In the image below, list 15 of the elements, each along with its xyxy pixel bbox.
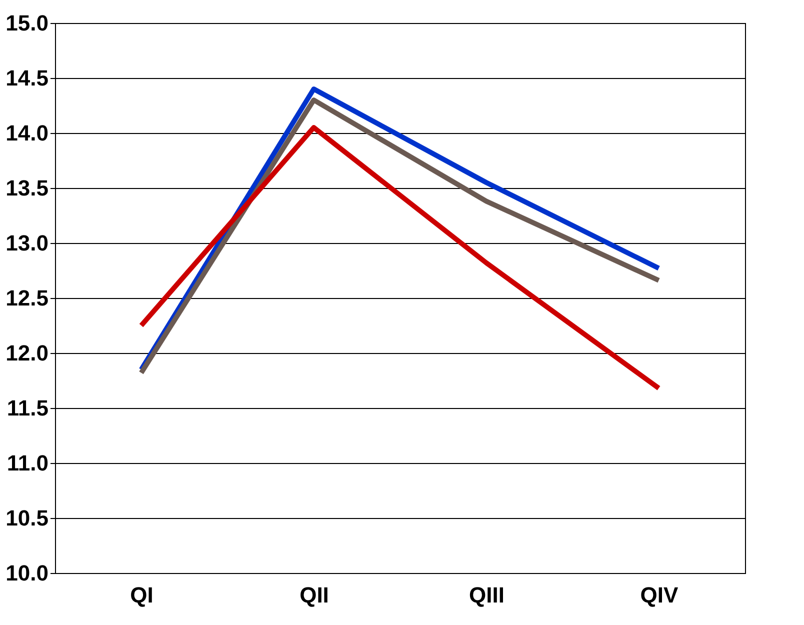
y-tick-label: 13.0 [6, 230, 48, 256]
x-tick-label: QII [300, 582, 329, 608]
y-tick-label: 12.0 [6, 340, 48, 366]
y-tick-label: 15.0 [6, 10, 48, 36]
x-tick-label: QI [130, 582, 154, 608]
y-tick-label: 12.5 [6, 286, 48, 310]
y-tick-label: 14.0 [6, 120, 48, 146]
y-tick-label: 10.5 [6, 506, 48, 530]
x-tick-label: QIV [640, 582, 679, 608]
y-tick-label: 14.5 [6, 66, 48, 90]
y-tick-label: 11.0 [6, 450, 48, 476]
y-tick-label: 13.5 [6, 176, 48, 200]
x-tick-label: QIII [469, 582, 504, 608]
y-tick-label: 11.5 [6, 396, 48, 420]
y-tick-label: 10.0 [6, 560, 48, 586]
